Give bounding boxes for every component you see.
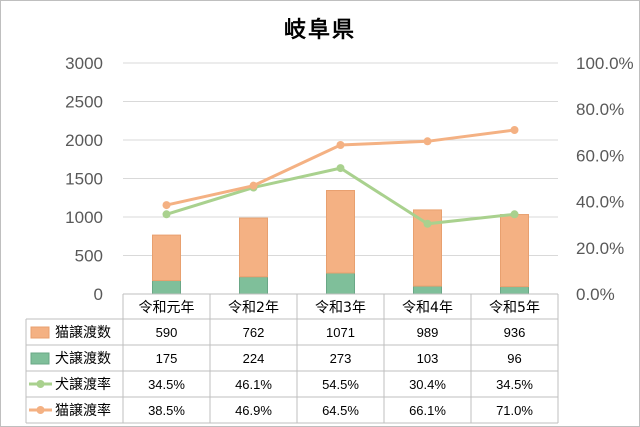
data-label: 989 [417,325,439,340]
bar-dog [152,280,181,295]
line-point [423,219,432,228]
data-label: 46.9% [235,403,272,418]
bar-cat [152,234,181,282]
data-label: 30.4% [409,377,446,392]
bar-dog [413,285,442,295]
data-label: 96 [507,351,521,366]
data-label: 936 [504,325,526,340]
data-label: 175 [156,351,178,366]
data-label: 64.5% [322,403,359,418]
y2-tick-label: 60.0% [576,146,624,165]
y-tick-label: 500 [75,247,103,266]
legend-label: 猫譲渡数 [55,325,111,341]
line-point [336,164,345,173]
data-label: 38.5% [148,403,185,418]
legend-key [36,406,45,414]
y2-tick-label: 0.0% [576,285,615,304]
category-label: 令和元年 [139,300,195,316]
data-label: 590 [156,325,178,340]
y2-tick-label: 40.0% [576,193,624,212]
line-point [510,125,519,134]
line-point [510,210,519,219]
legend-key [36,380,45,388]
category-label: 令和4年 [402,300,453,316]
bar-cat [326,190,355,274]
data-label: 273 [330,351,352,366]
y2-tick-label: 80.0% [576,100,624,119]
legend-key [30,352,50,365]
data-label: 46.1% [235,377,272,392]
line-point [162,210,171,219]
data-label: 34.5% [496,377,533,392]
data-label: 34.5% [148,377,185,392]
line-point [249,181,258,190]
data-label: 54.5% [322,377,359,392]
line-point [423,137,432,146]
y-tick-label: 2000 [65,131,103,150]
data-label: 224 [243,351,265,366]
y-tick-label: 0 [94,285,103,304]
legend-key [30,326,50,339]
bar-cat [239,217,268,278]
bar-cat [500,214,529,288]
category-label: 令和5年 [489,300,540,316]
y2-tick-label: 20.0% [576,239,624,258]
data-label: 762 [243,325,265,340]
legend-label: 猫譲渡率 [55,402,111,419]
y-tick-label: 1500 [65,170,103,189]
line-point [162,201,171,210]
category-label: 令和3年 [315,300,366,316]
y2-tick-label: 100.0% [576,54,634,73]
y-tick-label: 3000 [65,54,103,73]
data-label: 1071 [326,325,355,340]
legend-label: 犬譲渡数 [55,351,111,367]
category-label: 令和2年 [228,300,279,316]
data-label: 103 [417,351,439,366]
y-tick-label: 2500 [65,93,103,112]
bar-dog [239,276,268,295]
data-label: 71.0% [496,403,533,418]
chart-title: 岐阜県 [283,18,356,43]
bar-dog [500,286,529,295]
y-tick-label: 1000 [65,208,103,227]
bar-dog [326,272,355,295]
line-point [336,141,345,150]
legend-label: 犬譲渡率 [55,376,111,393]
data-label: 66.1% [409,403,446,418]
